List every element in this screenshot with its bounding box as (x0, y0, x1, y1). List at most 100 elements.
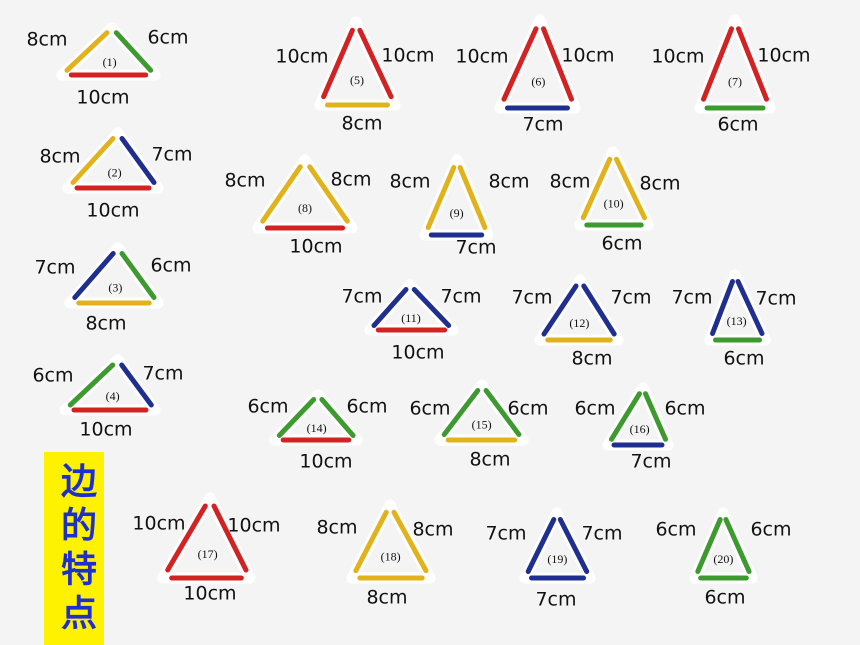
left-length: 6cm (32, 365, 73, 387)
left-length: 8cm (39, 146, 80, 168)
stick (70, 136, 116, 185)
right-length: 10cm (757, 45, 810, 67)
left-length: 8cm (389, 171, 430, 193)
triangle-number: (5) (350, 73, 364, 87)
stick (541, 283, 579, 337)
left-length: 7cm (34, 257, 75, 279)
triangle-number: (1) (103, 55, 117, 69)
right-length: 10cm (381, 45, 434, 67)
left-length: 8cm (549, 171, 590, 193)
stick (353, 509, 389, 574)
triangle-number: (8) (298, 201, 312, 215)
triangle-number: (14) (307, 421, 327, 435)
bottom-length: 8cm (341, 113, 382, 135)
right-length: 6cm (664, 398, 705, 420)
stick (425, 165, 457, 230)
bottom-length: 8cm (85, 313, 126, 335)
triangle-number: (17) (198, 547, 218, 561)
left-length: 6cm (247, 396, 288, 418)
stick (457, 165, 488, 230)
right-length: 6cm (507, 398, 548, 420)
triangle-number: (6) (531, 74, 545, 88)
stick (614, 156, 647, 221)
stick (411, 287, 452, 328)
sidebar-box (44, 452, 104, 645)
triangle-number: (18) (381, 549, 401, 563)
stick (541, 26, 574, 102)
stick (165, 503, 208, 573)
left-length: 10cm (455, 46, 508, 68)
stick (441, 388, 481, 437)
stick (723, 517, 752, 574)
stick (580, 156, 613, 221)
stick (483, 388, 522, 437)
right-length: 6cm (147, 27, 188, 49)
triangle-number: (12) (569, 316, 589, 330)
stick (119, 251, 157, 300)
stick (276, 397, 317, 438)
stick (695, 517, 723, 574)
bottom-length: 7cm (630, 451, 671, 473)
left-length: 7cm (485, 523, 526, 545)
right-length: 7cm (440, 286, 481, 308)
right-length: 7cm (142, 363, 183, 385)
bottom-length: 8cm (571, 348, 612, 370)
bottom-length: 6cm (717, 114, 758, 136)
bottom-length: 10cm (391, 342, 444, 364)
right-length: 8cm (412, 519, 453, 541)
left-length: 6cm (655, 519, 696, 541)
stick (735, 279, 765, 336)
right-length: 8cm (330, 169, 371, 191)
stick (710, 279, 735, 336)
bottom-length: 8cm (469, 449, 510, 471)
triangle-number: (15) (472, 417, 492, 431)
left-length: 7cm (671, 287, 712, 309)
bottom-length: 10cm (289, 236, 342, 258)
stick (557, 517, 590, 574)
bottom-length: 6cm (601, 233, 642, 255)
stick (321, 27, 355, 100)
stick (119, 362, 154, 408)
triangle-number: (7) (728, 74, 742, 88)
left-length: 7cm (341, 286, 382, 308)
stick (701, 26, 734, 102)
bottom-length: 10cm (79, 419, 132, 441)
stick (119, 136, 157, 185)
bottom-length: 6cm (723, 348, 764, 370)
left-length: 10cm (132, 513, 185, 535)
left-length: 6cm (574, 398, 615, 420)
bottom-length: 10cm (76, 87, 129, 109)
bottom-length: 7cm (455, 237, 496, 259)
left-length: 8cm (316, 517, 357, 539)
stick (736, 26, 769, 102)
right-length: 8cm (639, 173, 680, 195)
stick (319, 397, 356, 438)
right-length: 6cm (346, 396, 387, 418)
triangle-number: (20) (713, 552, 733, 566)
right-length: 10cm (227, 515, 280, 537)
triangle-number: (2) (108, 165, 122, 179)
bottom-length: 10cm (299, 451, 352, 473)
triangle-number: (16) (630, 422, 650, 436)
left-length: 8cm (26, 29, 67, 51)
stick (357, 27, 394, 100)
stick (260, 164, 303, 224)
bottom-length: 7cm (535, 589, 576, 611)
stick (64, 30, 110, 73)
triangle-number: (19) (547, 552, 567, 566)
stick (391, 509, 429, 574)
triangle-number: (10) (604, 196, 624, 210)
stick (501, 26, 539, 102)
bottom-length: 7cm (522, 114, 563, 136)
stick (307, 164, 350, 224)
bottom-length: 10cm (183, 583, 236, 605)
triangle-number: (9) (450, 206, 464, 220)
stick (211, 503, 249, 573)
right-length: 7cm (755, 288, 796, 310)
triangle-number: (11) (401, 311, 421, 325)
right-length: 6cm (150, 255, 191, 277)
left-length: 10cm (651, 46, 704, 68)
stick (67, 362, 116, 408)
bottom-length: 8cm (366, 587, 407, 609)
